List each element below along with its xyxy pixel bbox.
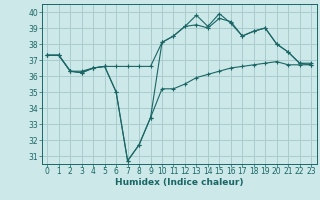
X-axis label: Humidex (Indice chaleur): Humidex (Indice chaleur) — [115, 178, 244, 187]
